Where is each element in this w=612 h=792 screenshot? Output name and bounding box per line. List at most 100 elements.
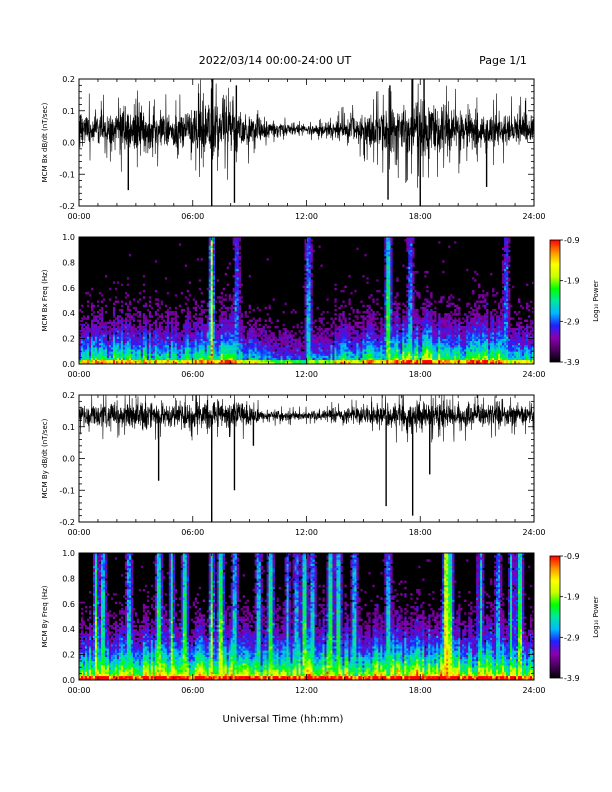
bx-frequency-cell [180,308,184,312]
bx-frequency-cell [114,355,118,358]
bx-frequency-cell [308,300,311,303]
bx-frequency-cell [118,353,122,356]
bx-frequency-cell [120,336,124,339]
bx-frequency-cell [392,347,395,350]
bx-frequency-cell [384,336,387,339]
bx-frequency-cell [130,342,134,346]
bx-frequency-cell [408,249,411,253]
bx-frequency-cell [218,336,221,339]
bx-frequency-cell [304,338,307,342]
bx-frequency-cell [174,294,178,297]
bx-frequency-cell [420,344,423,348]
bx-frequency-cell [158,325,162,329]
bx-frequency-cell [396,319,399,322]
bx-frequency-cell [194,317,198,320]
bx-frequency-cell [188,317,192,320]
bx-frequency-cell [170,332,174,335]
bx-frequency-cell [234,347,237,350]
bx-frequency-cell [308,292,311,295]
bx-frequency-cell [146,342,150,346]
bx-frequency-cell [248,342,251,346]
bx-frequency-cell [410,334,413,337]
bx-frequency-cell [464,332,467,335]
bx-frequency-cell [174,336,178,339]
bx-frequency-cell [464,359,467,363]
bx-frequency-cell [242,359,245,363]
bx-frequency-cell [368,319,371,322]
bx-frequency-cell [124,334,128,337]
bx-frequency-cell [290,342,293,346]
bx-frequency-cell [86,359,90,363]
bx-frequency-cell [388,247,391,250]
bx-frequency-cell [226,338,229,342]
bx-frequency-cell [86,325,90,329]
bx-frequency-cell [102,349,106,352]
bx-frequency-cell [430,340,433,344]
bx-frequency-cell [158,340,162,344]
bx-frequency-cell [422,319,425,322]
bx-frequency-cell [236,262,239,265]
bx-frequency-cell [366,315,369,318]
bx-frequency-cell [440,317,443,320]
bx-frequency-cell [464,351,467,354]
bx-frequency-cell [338,351,341,354]
bx-frequency-cell [390,241,393,244]
bx-frequency-cell [384,298,387,301]
bx-frequency-cell [422,359,425,363]
bx-frequency-cell [360,361,363,365]
bx-frequency-cell [156,313,160,316]
bx-frequency-cell [100,342,104,346]
bx-frequency-cell [90,359,94,363]
bx-frequency-cell [210,279,214,282]
bx-frequency-cell [346,328,349,331]
bx-frequency-cell [96,336,100,339]
bx-frequency-cell [304,344,307,348]
bx-frequency-cell [94,355,98,358]
bx-frequency-cell [322,340,325,344]
bx-frequency-cell [124,330,128,333]
bx-frequency-cell [434,336,437,339]
bx-frequency-cell [236,247,239,250]
bx-frequency-cell [81,328,84,331]
bx-frequency-cell [368,323,371,327]
bx-frequency-cell [178,338,182,342]
bx-frequency-cell [300,344,303,348]
bx-frequency-cell [346,361,349,365]
bx-frequency-cell [276,319,279,322]
bx-frequency-cell [424,298,427,301]
bx-frequency-cell [81,361,84,365]
bx-frequency-cell [410,253,413,257]
bx-frequency-cell [148,344,152,348]
bx-frequency-cell [96,347,100,350]
bx-frequency-cell [412,298,415,301]
bx-frequency-cell [296,340,299,344]
bx-frequency-cell [82,330,86,333]
bx-frequency-cell [348,344,351,348]
bx-frequency-cell [446,315,449,318]
bx-frequency-cell [428,359,431,363]
bx-frequency-cell [204,308,208,312]
bx-frequency-cell [114,361,118,365]
bx-frequency-cell [238,262,241,265]
bx-frequency-cell [406,353,409,356]
bx-frequency-cell [322,357,325,361]
bx-frequency-cell [380,328,383,331]
bx-frequency-cell [394,332,397,335]
bx-frequency-cell [212,336,216,339]
bx-frequency-cell [420,306,423,310]
bx-frequency-cell [292,334,295,337]
bx-frequency-cell [244,347,247,350]
bx-frequency-cell [412,253,415,257]
bx-frequency-cell [288,359,291,363]
bx-frequency-cell [256,342,259,346]
bx-frequency-cell [172,342,176,346]
bx-frequency-cell [198,357,202,361]
bx-frequency-cell [174,330,178,333]
bx-frequency-cell [408,281,411,284]
bx-frequency-cell [450,315,453,318]
bx-frequency-cell [216,336,219,339]
bx-frequency-cell [182,344,186,348]
bx-frequency-cell [222,340,225,344]
bx-frequency-cell [226,347,229,350]
bx-frequency-cell [364,359,367,363]
